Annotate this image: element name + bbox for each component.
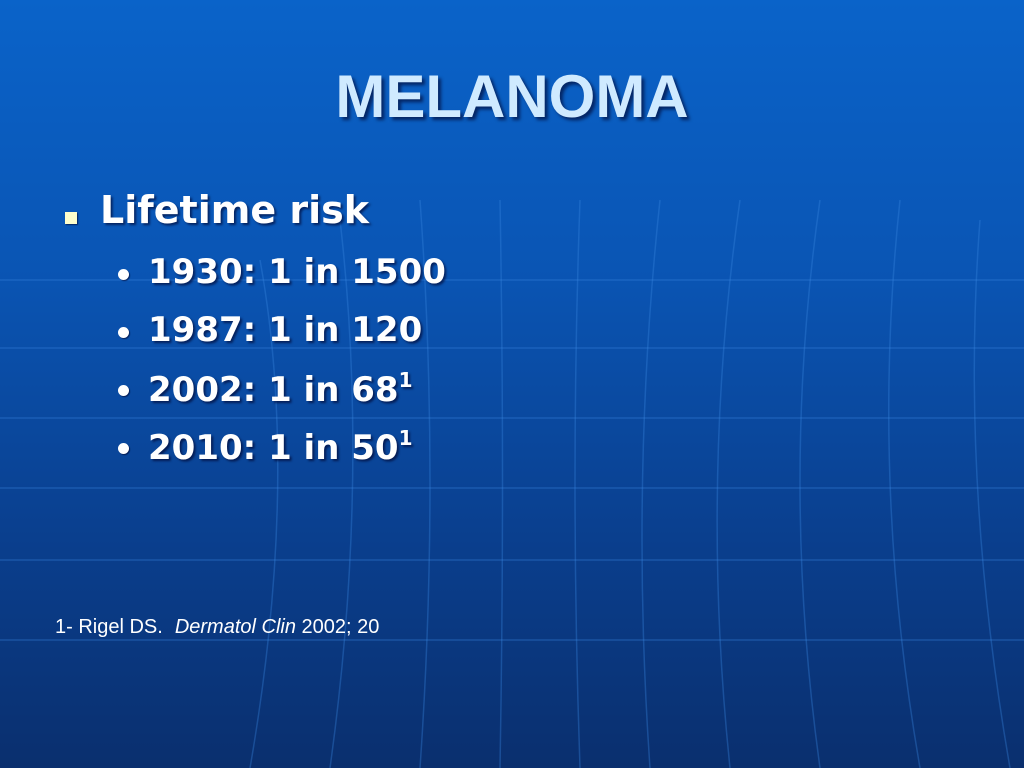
sub-item: 1987: 1 in 120 — [148, 310, 422, 350]
footnote-journal: Dermatol Clin — [174, 616, 296, 638]
bullet-text: Lifetime risk — [100, 188, 369, 232]
round-bullet — [118, 269, 129, 280]
round-bullet — [118, 443, 129, 454]
square-bullet — [65, 212, 77, 224]
footnote-text: 1- Rigel DS. — [55, 616, 163, 638]
sub-item: 2010: 1 in 501 — [148, 426, 413, 468]
sub-item-text: 1930: 1 in 1500 — [148, 252, 446, 292]
footnote-ref: 1 — [398, 426, 413, 450]
sub-item: 1930: 1 in 1500 — [148, 252, 446, 292]
sub-item-text: 2010: 1 in 50 — [148, 428, 399, 468]
sub-item-text: 2002: 1 in 68 — [148, 370, 399, 410]
sub-item-text: 1987: 1 in 120 — [148, 310, 423, 350]
round-bullet — [118, 327, 129, 338]
footnote: 1- Rigel DS. Dermatol Clin 2002; 20 — [55, 616, 379, 639]
slide-title: MELANOMA — [335, 63, 689, 130]
sub-item: 2002: 1 in 681 — [148, 368, 413, 410]
footnote-text: 2002; 20 — [301, 616, 380, 638]
round-bullet — [118, 385, 129, 396]
footnote-ref: 1 — [398, 368, 413, 392]
